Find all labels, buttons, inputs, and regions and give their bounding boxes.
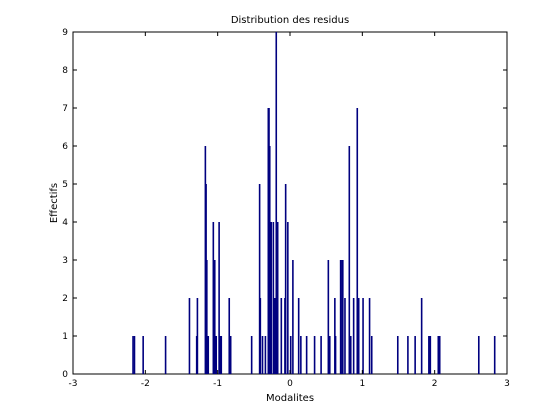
histogram-bar: [320, 336, 322, 374]
y-tick-label: 1: [62, 332, 68, 342]
histogram-bar: [407, 336, 409, 374]
histogram-bar: [313, 336, 316, 374]
y-tick-label: 7: [62, 104, 68, 114]
histogram-bar: [342, 260, 344, 374]
histogram-bar: [362, 298, 364, 374]
histogram-bar: [428, 336, 430, 374]
y-tick-label: 9: [62, 28, 68, 38]
x-tick-label: -3: [69, 379, 78, 389]
histogram-bar: [328, 336, 331, 374]
x-tick-label: -2: [141, 379, 150, 389]
y-tick-label: 4: [62, 218, 68, 228]
histogram-bar: [272, 222, 275, 374]
histogram-bar: [437, 336, 440, 374]
plot-area: [72, 31, 508, 375]
y-axis-label: Effectifs: [49, 183, 60, 223]
x-tick-label: 1: [359, 379, 365, 389]
y-tick-label: 6: [62, 142, 68, 152]
histogram-bar: [207, 336, 210, 374]
histogram-bar: [305, 336, 308, 374]
histogram-bar: [370, 336, 373, 374]
histogram-bar: [368, 298, 371, 374]
histogram-bar: [142, 336, 144, 374]
histogram-bar: [477, 336, 480, 374]
histogram-bar: [348, 146, 351, 374]
histogram-bar: [132, 336, 134, 374]
histogram-bar: [218, 222, 220, 374]
histogram-bar: [212, 222, 215, 374]
histogram-bar: [196, 298, 199, 374]
ticks-group: -3 -2 -1 0 1 2 3 0 1 2 3 4 5 6 7 8 9: [62, 28, 510, 389]
y-tick-label: 3: [62, 256, 68, 266]
histogram-bar: [339, 260, 342, 374]
histogram-bar: [275, 32, 278, 374]
histogram-bar: [261, 336, 264, 374]
histogram-bar: [493, 336, 496, 374]
histogram-bar: [250, 336, 253, 374]
histogram-bar: [264, 336, 267, 374]
histogram-bar: [276, 222, 279, 374]
histogram-bar: [300, 336, 302, 374]
histogram-bar: [268, 146, 271, 374]
histogram-bar: [270, 222, 272, 374]
histogram-bar: [334, 336, 337, 374]
x-tick-label: 0: [287, 379, 293, 389]
histogram-bar: [133, 336, 136, 374]
histogram-bar: [284, 184, 287, 374]
histogram-bar: [292, 260, 294, 374]
x-tick-label: -1: [213, 379, 222, 389]
histogram-bar: [280, 298, 283, 374]
x-tick-label: 3: [504, 379, 510, 389]
histogram-bar: [258, 184, 261, 374]
histogram-bar: [215, 336, 218, 374]
histogram-bar: [220, 336, 223, 374]
histogram-bar: [213, 260, 216, 374]
x-axis-label: Modalites: [266, 393, 314, 404]
histogram-bar: [289, 336, 292, 374]
histogram-bar: [356, 108, 359, 374]
histogram-bar: [349, 336, 352, 374]
histogram-bar: [274, 298, 276, 374]
bars-group: [132, 32, 496, 374]
histogram-bar: [357, 298, 360, 374]
histogram-bar: [414, 336, 416, 374]
histogram-bar: [327, 260, 330, 374]
histogram-bar: [287, 222, 289, 374]
y-tick-label: 5: [62, 180, 68, 190]
histogram-bar: [420, 298, 423, 374]
y-tick-label: 0: [62, 370, 68, 380]
histogram-bar: [188, 298, 191, 374]
histogram-bar: [344, 298, 346, 374]
histogram-bar: [229, 336, 232, 374]
histogram-bar: [396, 336, 399, 374]
histogram-bar: [297, 298, 300, 374]
histogram-bar: [206, 260, 208, 374]
histogram-bar: [429, 336, 432, 374]
chart-title: Distribution des residus: [231, 15, 349, 26]
histogram-bar: [259, 298, 262, 374]
y-tick-label: 8: [62, 66, 68, 76]
histogram-bar: [164, 336, 167, 374]
histogram-bar: [228, 298, 231, 374]
histogram-bar: [219, 336, 221, 374]
x-tick-label: 2: [432, 379, 438, 389]
histogram-bar: [438, 336, 441, 374]
histogram-bar: [352, 298, 355, 374]
y-tick-label: 2: [62, 294, 68, 304]
